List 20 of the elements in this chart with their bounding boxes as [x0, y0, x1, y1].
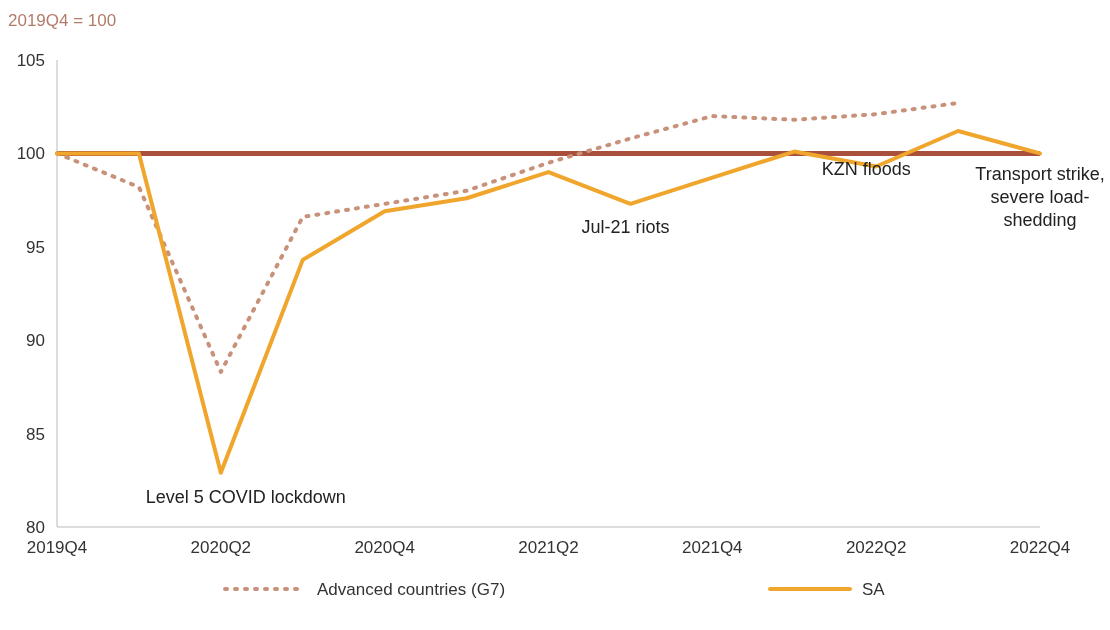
x-tick-label: 2022Q2 [845, 538, 907, 557]
legend-label: SA [862, 579, 886, 599]
x-tick-label: 2019Q4 [26, 538, 88, 557]
legend-label: Advanced countries (G7) [317, 579, 506, 599]
y-tick-label: 105 [16, 50, 45, 70]
x-tick-label: 2022Q4 [1009, 538, 1071, 557]
y-tick-label: 80 [26, 517, 45, 537]
y-tick-label: 100 [16, 144, 45, 164]
x-tick-label: 2020Q4 [354, 538, 415, 557]
x-tick-label: 2020Q2 [190, 538, 252, 557]
y-tick-label: 95 [26, 237, 45, 257]
x-tick-label: 2021Q2 [518, 538, 579, 557]
annotation: Level 5 COVID lockdown [145, 487, 346, 507]
annotation: Transport strike, severe load-shedding [975, 164, 1105, 230]
annotation: KZN floods [821, 159, 911, 179]
y-tick-label: 90 [26, 331, 45, 351]
chart-subtitle: 2019Q4 = 100 [8, 11, 117, 30]
annotation: Jul-21 riots [581, 217, 670, 237]
y-tick-label: 85 [26, 424, 45, 444]
x-tick-label: 2021Q4 [682, 538, 743, 557]
